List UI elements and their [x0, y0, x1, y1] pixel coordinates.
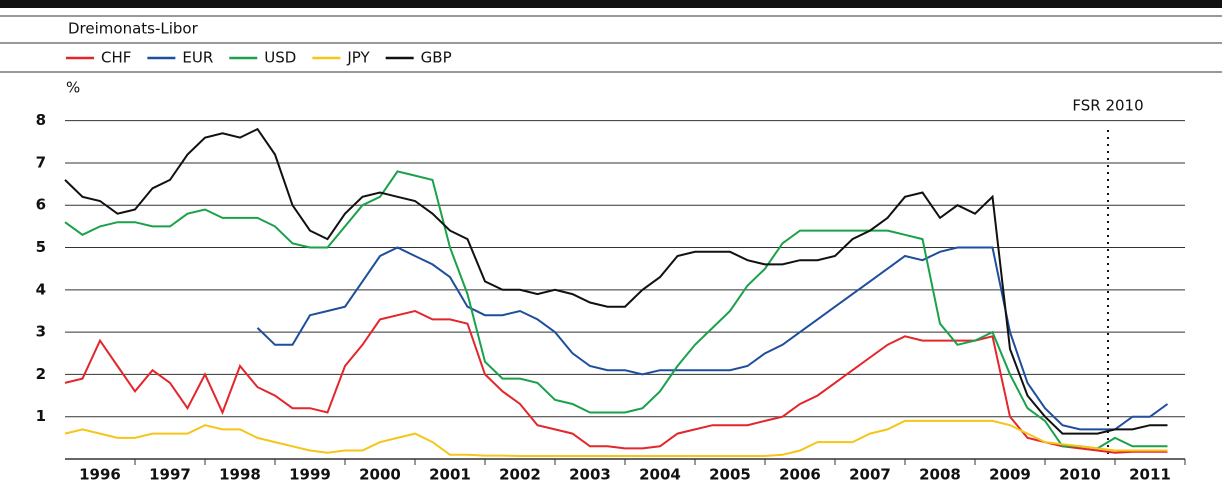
- x-tick-label: 2006: [779, 466, 821, 484]
- legend-label: JPY: [346, 49, 370, 67]
- legend-label: GBP: [421, 49, 452, 67]
- y-axis-label: %: [66, 79, 80, 97]
- series-line: [64, 170, 1168, 450]
- x-tick-label: 2009: [989, 466, 1031, 484]
- x-tick-label: 2007: [849, 466, 891, 484]
- x-tick-label: 2005: [709, 466, 751, 484]
- y-tick-label: 3: [36, 323, 46, 341]
- series-line: [64, 127, 1168, 435]
- x-tick-label: 2011: [1129, 466, 1171, 484]
- legend-label: EUR: [182, 49, 213, 67]
- y-tick-label: 1: [36, 407, 46, 425]
- x-tick-label: 2010: [1059, 466, 1101, 484]
- y-tick-label: 5: [36, 238, 46, 256]
- legend-label: USD: [264, 49, 296, 67]
- x-tick-label: 2004: [639, 466, 681, 484]
- x-tick-label: 2002: [499, 466, 541, 484]
- y-tick-label: 7: [36, 153, 46, 171]
- series-line: [256, 246, 1169, 431]
- legend-label: CHF: [101, 49, 131, 67]
- x-tick-label: 1996: [79, 466, 121, 484]
- series-line: [64, 419, 1168, 457]
- x-tick-label: 2003: [569, 466, 611, 484]
- series-line: [64, 309, 1168, 454]
- y-tick-label: 4: [36, 280, 46, 298]
- y-tick-label: 2: [36, 365, 46, 383]
- x-tick-label: 1997: [149, 466, 191, 484]
- x-tick-label: 1999: [289, 466, 331, 484]
- x-tick-label: 2000: [359, 466, 401, 484]
- subtitle: Dreimonats-Libor: [68, 20, 199, 38]
- header-bar: [0, 0, 1222, 8]
- x-tick-label: 2001: [429, 466, 471, 484]
- annotation-label: FSR 2010: [1072, 97, 1143, 115]
- x-tick-label: 1998: [219, 466, 261, 484]
- y-tick-label: 8: [36, 111, 46, 129]
- y-tick-label: 6: [36, 196, 46, 214]
- x-tick-label: 2008: [919, 466, 961, 484]
